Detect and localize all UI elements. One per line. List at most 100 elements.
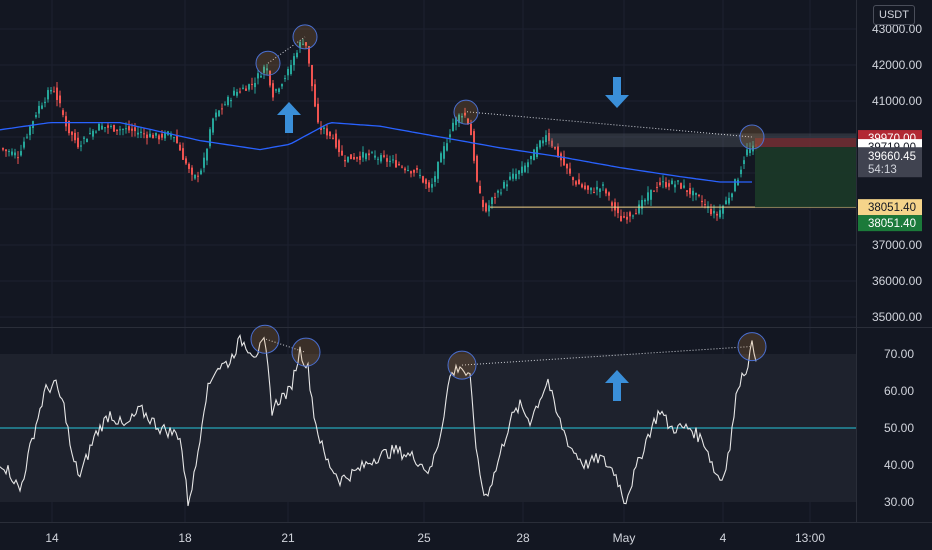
candle-body — [77, 137, 79, 148]
candle-body — [482, 199, 484, 208]
highlight-circle — [453, 99, 479, 125]
arrow-head — [605, 370, 629, 383]
candle-body — [170, 134, 172, 137]
price-tick-label: 42000.00 — [872, 58, 922, 72]
last-price-badge — [858, 147, 922, 178]
candle-body — [542, 140, 544, 144]
candle-body — [215, 112, 217, 118]
candle-body — [467, 118, 469, 124]
rsi-tick-label: 40.00 — [884, 458, 914, 472]
candle-body — [332, 137, 334, 139]
candle-body — [653, 190, 655, 192]
candle-body — [236, 91, 238, 96]
candle-body — [674, 184, 676, 188]
candle-body — [20, 151, 22, 156]
candle-body — [92, 130, 94, 137]
candle-body — [554, 146, 556, 149]
candle-body — [224, 104, 226, 106]
candle-body — [83, 137, 85, 139]
candle-body — [86, 138, 88, 143]
candle-body — [368, 153, 370, 156]
risk-zone — [755, 138, 856, 148]
candle-body — [203, 157, 205, 168]
candle-body — [74, 132, 76, 141]
candle-body — [734, 179, 736, 192]
candle-body — [362, 152, 364, 158]
candle-body — [323, 127, 325, 129]
candle-body — [110, 125, 112, 127]
candle-body — [473, 131, 475, 161]
candle-body — [245, 88, 247, 91]
candle-body — [131, 128, 133, 131]
candle-body — [416, 168, 418, 170]
candle-body — [317, 103, 319, 123]
candle-body — [461, 115, 463, 118]
candle-body — [152, 134, 154, 139]
candle-body — [662, 181, 664, 183]
candle-body — [455, 117, 457, 126]
candle-body — [53, 91, 55, 93]
candle-body — [38, 105, 40, 114]
arrow-shaft — [613, 77, 621, 95]
candle-body — [740, 169, 742, 175]
candle-body — [8, 151, 10, 153]
candle-body — [206, 148, 208, 161]
arrow-shaft — [285, 115, 293, 133]
candle-body — [581, 184, 583, 188]
candle-body — [380, 155, 382, 162]
candle-body — [626, 216, 628, 220]
candle-body — [470, 123, 472, 136]
candle-body — [149, 133, 151, 137]
candle-body — [134, 127, 136, 132]
candle-body — [479, 185, 481, 194]
candle-body — [587, 185, 589, 190]
candle-body — [617, 207, 619, 214]
rsi-divergence-right — [461, 346, 751, 366]
candle-body — [539, 140, 541, 148]
candle-body — [530, 155, 532, 160]
candle-body — [275, 89, 277, 91]
candle-body — [551, 140, 553, 147]
time-tick-label: 4 — [720, 531, 727, 545]
candle-body — [227, 96, 229, 105]
candle-body — [239, 91, 241, 93]
candle-body — [230, 100, 232, 102]
candle-body — [359, 156, 361, 161]
support-badge — [858, 199, 922, 216]
candle-body — [692, 190, 694, 196]
candle-body — [329, 131, 331, 137]
candle-body — [176, 135, 178, 144]
candle-body — [545, 135, 547, 143]
candle-body — [233, 90, 235, 96]
candle-body — [314, 84, 316, 107]
last-price-countdown: 54:13 — [868, 164, 897, 176]
currency-label[interactable]: USDT — [873, 5, 915, 25]
candle-body — [464, 112, 466, 116]
candle-body — [680, 183, 682, 189]
candle-body — [371, 152, 373, 154]
candle-body — [347, 156, 349, 162]
candle-body — [266, 68, 268, 71]
candle-body — [221, 108, 223, 110]
candle-body — [497, 190, 499, 193]
candle-body — [494, 196, 496, 198]
candle-body — [26, 136, 28, 138]
candle-body — [518, 170, 520, 175]
candle-body — [383, 155, 385, 157]
candle-body — [509, 176, 511, 180]
candle-body — [161, 133, 163, 138]
candle-body — [725, 200, 727, 205]
candle-body — [374, 155, 376, 158]
candle-body — [281, 84, 283, 87]
price-tick-label: 37000.00 — [872, 238, 922, 252]
candle-body — [365, 153, 367, 160]
candle-body — [641, 200, 643, 209]
time-tick-label: 25 — [417, 531, 431, 545]
candle-body — [164, 132, 166, 139]
candle-body — [434, 176, 436, 183]
take-profit-value: 38051.40 — [868, 218, 916, 230]
rsi-tick-label: 60.00 — [884, 384, 914, 398]
candle-body — [632, 215, 634, 217]
